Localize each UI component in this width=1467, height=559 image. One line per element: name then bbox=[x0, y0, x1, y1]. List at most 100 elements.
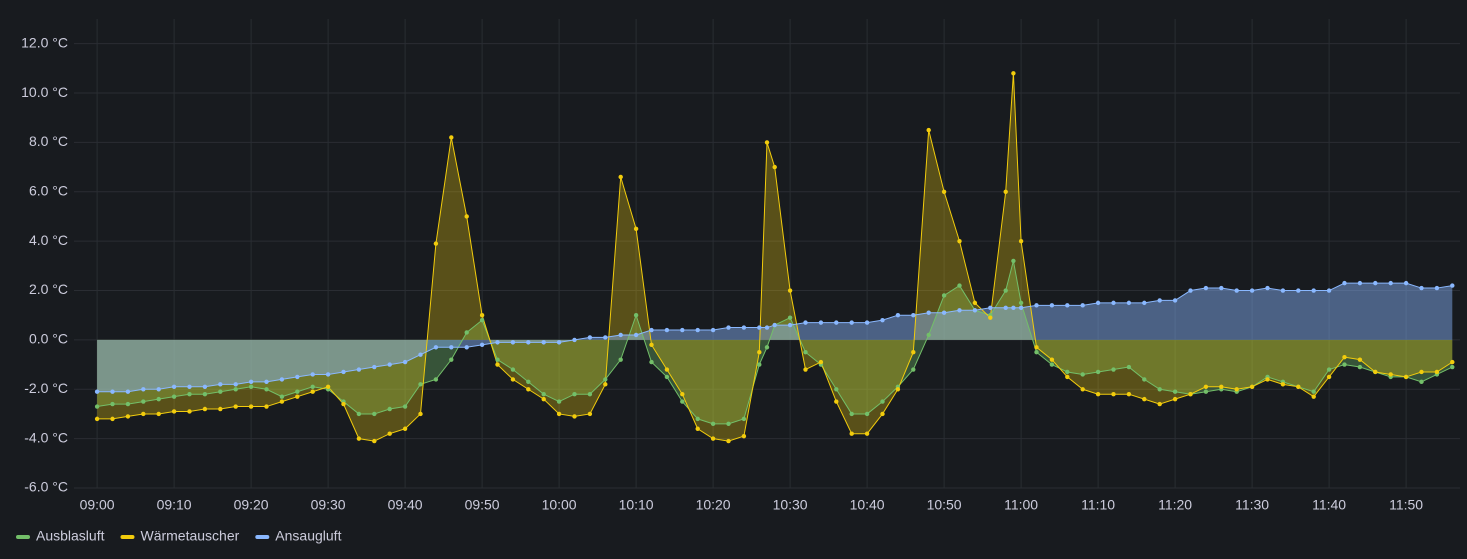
data-point bbox=[772, 164, 777, 170]
data-point bbox=[187, 392, 192, 397]
data-point bbox=[310, 384, 315, 389]
data-point bbox=[1126, 364, 1132, 370]
y-tick-label: -2.0 °C bbox=[24, 380, 68, 396]
data-point bbox=[418, 382, 423, 387]
data-point bbox=[988, 305, 993, 311]
data-point bbox=[295, 374, 300, 380]
data-point bbox=[171, 394, 177, 399]
data-point bbox=[880, 399, 885, 404]
data-point bbox=[818, 359, 824, 365]
legend-swatch bbox=[255, 535, 270, 539]
data-point bbox=[1142, 377, 1147, 382]
data-point bbox=[402, 404, 408, 409]
data-point bbox=[926, 127, 931, 133]
area-fill bbox=[97, 283, 1453, 392]
data-point bbox=[911, 367, 916, 372]
data-point bbox=[356, 367, 362, 372]
data-point bbox=[1003, 189, 1008, 194]
data-point bbox=[1188, 392, 1193, 397]
data-point bbox=[926, 310, 931, 315]
data-point bbox=[1111, 392, 1116, 397]
data-point bbox=[156, 387, 161, 392]
data-point bbox=[864, 431, 870, 436]
data-point bbox=[864, 320, 870, 325]
data-point bbox=[202, 392, 208, 397]
data-point bbox=[895, 387, 901, 392]
data-point bbox=[1326, 374, 1332, 380]
data-point bbox=[633, 226, 639, 232]
data-point bbox=[1065, 374, 1070, 380]
data-point bbox=[1157, 401, 1162, 407]
data-point bbox=[1265, 285, 1270, 291]
data-point bbox=[1403, 374, 1409, 380]
data-point bbox=[649, 342, 654, 348]
data-point bbox=[695, 416, 700, 422]
data-point bbox=[387, 431, 392, 436]
data-point bbox=[556, 340, 562, 345]
legend-label: Ausblasluft bbox=[36, 528, 105, 544]
data-point bbox=[94, 389, 100, 394]
data-point bbox=[1234, 387, 1239, 392]
data-point bbox=[356, 436, 362, 441]
data-point bbox=[764, 325, 770, 330]
data-point bbox=[356, 411, 362, 417]
data-point bbox=[695, 327, 700, 333]
data-point bbox=[726, 325, 731, 330]
data-point bbox=[1296, 384, 1301, 389]
y-tick-label: -6.0 °C bbox=[24, 479, 68, 495]
x-tick-label: 10:50 bbox=[927, 497, 962, 513]
data-point bbox=[464, 214, 469, 219]
data-point bbox=[556, 411, 562, 417]
data-point bbox=[418, 352, 423, 357]
data-point bbox=[1296, 288, 1301, 293]
data-point bbox=[1065, 303, 1070, 308]
data-point bbox=[526, 379, 531, 385]
data-point bbox=[1203, 285, 1209, 291]
y-tick-label: 0.0 °C bbox=[29, 331, 68, 347]
data-point bbox=[1249, 288, 1255, 293]
data-point bbox=[603, 377, 608, 382]
data-point bbox=[1095, 369, 1101, 375]
x-tick-label: 09:50 bbox=[465, 497, 500, 513]
data-point bbox=[248, 384, 254, 389]
data-point bbox=[664, 367, 670, 372]
data-point bbox=[1326, 367, 1332, 372]
data-point bbox=[587, 335, 593, 340]
data-point bbox=[1157, 387, 1162, 392]
data-point bbox=[110, 401, 115, 407]
data-point bbox=[803, 367, 808, 372]
data-point bbox=[1280, 288, 1286, 293]
x-tick-label: 10:10 bbox=[619, 497, 654, 513]
x-tick-label: 09:10 bbox=[157, 497, 192, 513]
data-point bbox=[1373, 369, 1378, 375]
data-point bbox=[1419, 285, 1424, 291]
data-point bbox=[1034, 303, 1039, 308]
data-point bbox=[1357, 364, 1363, 370]
data-point bbox=[1049, 303, 1055, 308]
data-point bbox=[880, 411, 885, 417]
data-point bbox=[764, 345, 770, 350]
x-tick-label: 09:00 bbox=[80, 497, 115, 513]
data-point bbox=[1388, 372, 1393, 377]
legend-label: Wärmetauscher bbox=[140, 528, 239, 544]
data-point bbox=[618, 357, 623, 362]
data-point bbox=[1111, 300, 1116, 306]
data-point bbox=[618, 332, 623, 338]
data-point bbox=[264, 404, 269, 409]
data-point bbox=[479, 317, 485, 323]
data-point bbox=[295, 394, 300, 399]
x-tick-label: 11:20 bbox=[1158, 497, 1192, 513]
data-point bbox=[387, 406, 392, 412]
data-point bbox=[1450, 283, 1455, 288]
data-point bbox=[988, 315, 993, 320]
data-point bbox=[187, 409, 192, 414]
data-point bbox=[695, 426, 700, 431]
data-point bbox=[295, 389, 300, 394]
data-point bbox=[587, 411, 593, 417]
x-tick-label: 10:00 bbox=[542, 497, 577, 513]
legend-label: Ansaugluft bbox=[275, 528, 341, 544]
data-point bbox=[649, 327, 654, 333]
x-tick-label: 11:40 bbox=[1312, 497, 1346, 513]
data-point bbox=[680, 392, 685, 397]
data-point bbox=[1373, 280, 1378, 286]
